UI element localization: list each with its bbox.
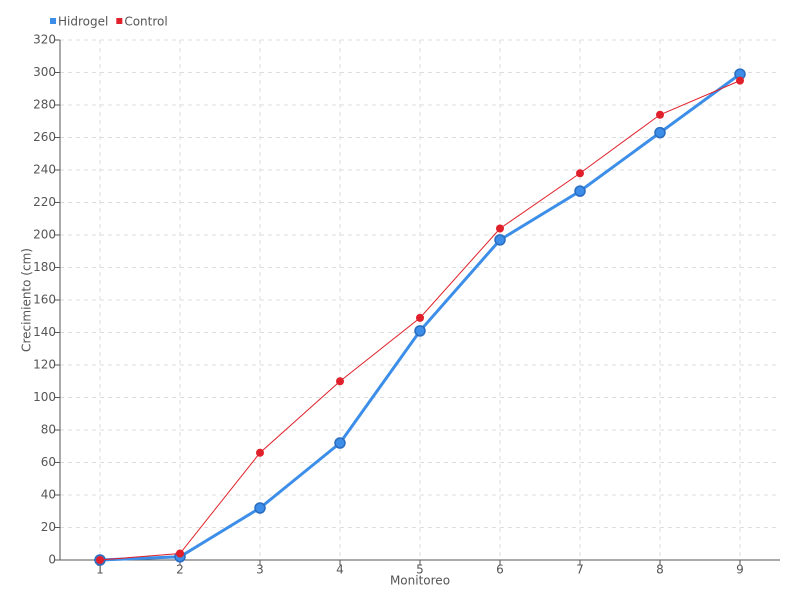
y-tick-label: 100 xyxy=(33,390,56,404)
grid xyxy=(60,39,780,561)
y-tick-label: 120 xyxy=(33,358,56,372)
data-point xyxy=(494,234,506,246)
x-tick-label: 2 xyxy=(176,563,184,577)
x-axis-label: Monitoreo xyxy=(390,574,450,588)
legend-swatch xyxy=(116,18,123,24)
y-tick-label: 300 xyxy=(33,65,56,79)
legend-label: Hidrogel xyxy=(58,15,108,29)
x-tick-label: 9 xyxy=(736,563,744,577)
data-point xyxy=(574,185,586,197)
legend-label: Control xyxy=(124,15,167,29)
data-point xyxy=(414,325,426,337)
data-point xyxy=(254,502,266,514)
y-tick-label: 220 xyxy=(33,195,56,209)
y-tick-label: 160 xyxy=(33,293,56,307)
x-tick-label: 6 xyxy=(496,563,504,577)
y-axis-label: Crecimiento (cm) xyxy=(20,248,34,352)
y-tick-label: 240 xyxy=(33,163,56,177)
data-point xyxy=(176,549,184,558)
y-tick-label: 60 xyxy=(41,455,56,469)
y-tick-label: 260 xyxy=(33,130,56,144)
x-tick-label: 1 xyxy=(96,563,104,577)
data-point xyxy=(96,556,104,564)
x-tick-label: 3 xyxy=(256,563,264,577)
data-point xyxy=(336,377,344,386)
data-point xyxy=(736,76,744,85)
x-tick-label: 8 xyxy=(656,563,664,577)
data-point xyxy=(496,224,504,233)
y-tick-label: 280 xyxy=(33,98,56,112)
y-tick-label: 80 xyxy=(41,423,56,437)
data-point xyxy=(576,169,584,178)
x-tick-label: 4 xyxy=(336,563,344,577)
y-tick-label: 200 xyxy=(33,228,56,242)
y-tick-label: 140 xyxy=(33,325,56,339)
data-point xyxy=(656,110,664,119)
y-tick-label: 180 xyxy=(33,260,56,274)
y-tick-label: 0 xyxy=(48,553,56,567)
y-tick-label: 40 xyxy=(41,488,56,502)
y-tick-label: 320 xyxy=(33,33,56,47)
x-tick-label: 5 xyxy=(416,563,424,577)
data-point xyxy=(334,437,346,449)
y-tick-label: 20 xyxy=(41,520,56,534)
data-point xyxy=(416,313,424,322)
x-tick-label: 7 xyxy=(576,563,584,577)
legend-swatch xyxy=(50,18,56,24)
data-point xyxy=(654,126,666,139)
data-point xyxy=(256,448,264,457)
